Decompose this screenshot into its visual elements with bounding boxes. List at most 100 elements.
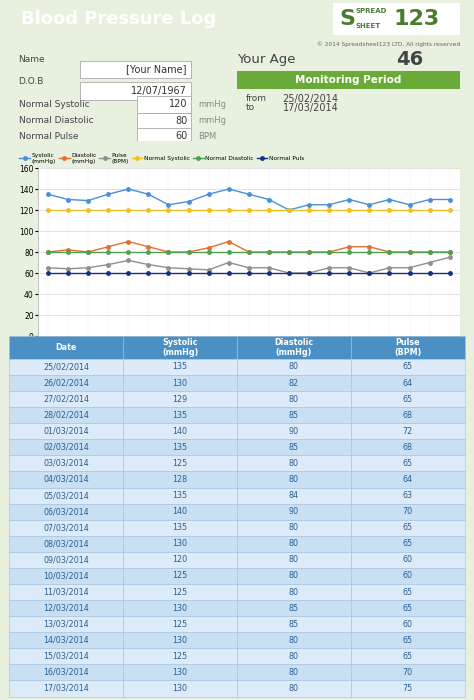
- Pulse
(BPM): [206, 266, 211, 274]
- Diastolic
(mmHg): [407, 248, 412, 256]
- Normal Diastolic: [266, 248, 272, 256]
- Systolic
(mmHg): [306, 201, 312, 209]
- Text: Your Age: Your Age: [237, 53, 295, 66]
- Normal Puls: [146, 269, 151, 277]
- Diastolic
(mmHg): [165, 248, 171, 256]
- Normal Systolic: [105, 206, 111, 214]
- Text: mmHg: mmHg: [198, 116, 226, 125]
- Bar: [137, 128, 191, 146]
- Pulse
(BPM): [346, 264, 352, 272]
- Normal Systolic: [65, 206, 71, 214]
- Text: from: from: [246, 94, 267, 103]
- Diastolic
(mmHg): [146, 243, 151, 251]
- Pulse
(BPM): [226, 258, 232, 267]
- Pulse
(BPM): [387, 264, 392, 272]
- Normal Systolic: [85, 206, 91, 214]
- Systolic
(mmHg): [346, 195, 352, 204]
- Pulse
(BPM): [266, 264, 272, 272]
- Normal Systolic: [146, 206, 151, 214]
- Systolic
(mmHg): [105, 190, 111, 199]
- Pulse
(BPM): [85, 264, 91, 272]
- Normal Systolic: [45, 206, 51, 214]
- Normal Diastolic: [246, 248, 252, 256]
- Pulse
(BPM): [286, 269, 292, 277]
- Text: 60: 60: [175, 131, 188, 141]
- Text: Normal Diastolic: Normal Diastolic: [18, 116, 93, 125]
- Normal Puls: [427, 269, 432, 277]
- Normal Systolic: [407, 206, 412, 214]
- Systolic
(mmHg): [85, 197, 91, 205]
- Line: Systolic
(mmHg): Systolic (mmHg): [46, 188, 451, 211]
- Systolic
(mmHg): [286, 206, 292, 214]
- Normal Puls: [246, 269, 252, 277]
- Normal Diastolic: [186, 248, 191, 256]
- Text: D.O.B: D.O.B: [18, 77, 44, 86]
- Diastolic
(mmHg): [45, 248, 51, 256]
- Text: to: to: [246, 103, 255, 112]
- Normal Puls: [186, 269, 191, 277]
- Normal Diastolic: [65, 248, 71, 256]
- Pulse
(BPM): [427, 258, 432, 267]
- Systolic
(mmHg): [65, 195, 71, 204]
- Normal Diastolic: [327, 248, 332, 256]
- Pulse
(BPM): [165, 264, 171, 272]
- Pulse
(BPM): [146, 260, 151, 269]
- Normal Diastolic: [206, 248, 211, 256]
- Text: BPM: BPM: [198, 132, 217, 141]
- Systolic
(mmHg): [45, 190, 51, 199]
- Line: Diastolic
(mmHg): Diastolic (mmHg): [46, 240, 451, 253]
- Text: © 2014 Spreadsheet123 LTD. All rights reserved: © 2014 Spreadsheet123 LTD. All rights re…: [317, 41, 460, 46]
- Normal Puls: [447, 269, 453, 277]
- Normal Puls: [266, 269, 272, 277]
- Normal Systolic: [327, 206, 332, 214]
- Normal Diastolic: [146, 248, 151, 256]
- Normal Puls: [45, 269, 51, 277]
- Text: 123: 123: [394, 9, 440, 29]
- Bar: [80, 83, 191, 100]
- Pulse
(BPM): [246, 264, 252, 272]
- Systolic
(mmHg): [226, 185, 232, 193]
- Diastolic
(mmHg): [65, 246, 71, 254]
- Legend: Systolic
(mmHg), Diastolic
(mmHg), Pulse
(BPM), Normal Systolic, Normal Diastoli: Systolic (mmHg), Diastolic (mmHg), Pulse…: [17, 150, 307, 166]
- Text: 25/02/2014: 25/02/2014: [283, 94, 338, 104]
- Systolic
(mmHg): [407, 201, 412, 209]
- Normal Diastolic: [387, 248, 392, 256]
- Bar: [80, 61, 191, 78]
- Diastolic
(mmHg): [387, 248, 392, 256]
- Diastolic
(mmHg): [286, 248, 292, 256]
- Normal Systolic: [186, 206, 191, 214]
- Pulse
(BPM): [65, 265, 71, 273]
- Diastolic
(mmHg): [105, 243, 111, 251]
- Pulse
(BPM): [186, 265, 191, 273]
- Normal Puls: [306, 269, 312, 277]
- Normal Diastolic: [105, 248, 111, 256]
- Diastolic
(mmHg): [126, 237, 131, 246]
- Systolic
(mmHg): [366, 201, 372, 209]
- Normal Puls: [85, 269, 91, 277]
- Diastolic
(mmHg): [306, 248, 312, 256]
- Line: Pulse
(BPM): Pulse (BPM): [46, 256, 451, 274]
- Normal Diastolic: [286, 248, 292, 256]
- Text: Monitoring Period: Monitoring Period: [295, 75, 401, 85]
- Systolic
(mmHg): [327, 201, 332, 209]
- Normal Systolic: [346, 206, 352, 214]
- Normal Systolic: [387, 206, 392, 214]
- Bar: [137, 113, 191, 130]
- Pulse
(BPM): [306, 269, 312, 277]
- Normal Puls: [407, 269, 412, 277]
- Pulse
(BPM): [327, 264, 332, 272]
- Normal Puls: [105, 269, 111, 277]
- Normal Systolic: [286, 206, 292, 214]
- Line: Normal Systolic: Normal Systolic: [46, 209, 451, 211]
- Diastolic
(mmHg): [427, 248, 432, 256]
- Text: SHEET: SHEET: [356, 24, 381, 29]
- Diastolic
(mmHg): [447, 248, 453, 256]
- Text: 46: 46: [396, 50, 424, 69]
- Diastolic
(mmHg): [266, 248, 272, 256]
- Text: Normal Pulse: Normal Pulse: [18, 132, 78, 141]
- Normal Systolic: [366, 206, 372, 214]
- Normal Diastolic: [45, 248, 51, 256]
- Pulse
(BPM): [366, 269, 372, 277]
- Normal Diastolic: [447, 248, 453, 256]
- Normal Systolic: [427, 206, 432, 214]
